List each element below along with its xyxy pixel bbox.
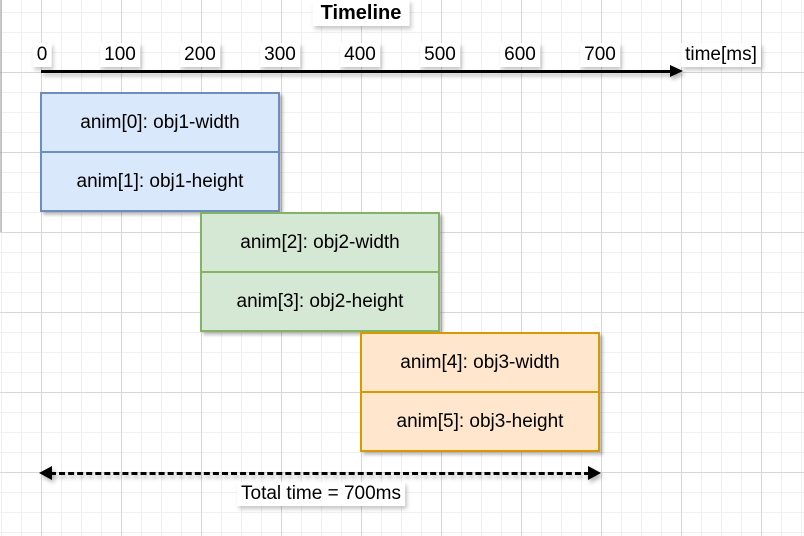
anim-bar-5: anim[5]: obj3-height <box>362 393 598 450</box>
anim-bar-4: anim[4]: obj3-width <box>362 334 598 393</box>
axis-tick-300: 300 <box>260 43 300 67</box>
axis-arrowhead-icon <box>670 65 683 77</box>
anim-bar-1: anim[1]: obj1-height <box>42 153 278 210</box>
axis-tick-400: 400 <box>340 43 380 67</box>
anim-bar-0: anim[0]: obj1-width <box>42 94 278 153</box>
total-time-arrow <box>39 466 601 481</box>
axis-tick-0: 0 <box>32 43 52 67</box>
anim-bar-3: anim[3]: obj2-height <box>202 273 438 330</box>
anim-bar-3-label: anim[3]: obj2-height <box>236 290 404 312</box>
track-obj1: anim[0]: obj1-width anim[1]: obj1-height <box>40 92 280 212</box>
anim-bar-1-label: anim[1]: obj1-height <box>76 170 244 192</box>
axis-tick-700: 700 <box>580 43 620 67</box>
axis-tick-500: 500 <box>420 43 460 67</box>
axis-tick-200: 200 <box>180 43 220 67</box>
diagram-title: Timeline <box>312 0 410 26</box>
axis-tick-600: 600 <box>500 43 540 67</box>
anim-bar-0-label: anim[0]: obj1-width <box>80 111 240 133</box>
track-obj2: anim[2]: obj2-width anim[3]: obj2-height <box>200 212 440 332</box>
axis-unit-label: time[ms] <box>681 43 761 67</box>
axis-tick-100: 100 <box>100 43 140 67</box>
anim-bar-2: anim[2]: obj2-width <box>202 214 438 273</box>
arrowhead-right-icon <box>588 466 601 480</box>
anim-bar-4-label: anim[4]: obj3-width <box>400 351 560 373</box>
anim-bar-2-label: anim[2]: obj2-width <box>240 231 400 253</box>
canvas-left-edge <box>0 0 2 232</box>
arrowhead-left-icon <box>39 466 52 480</box>
anim-bar-5-label: anim[5]: obj3-height <box>396 410 564 432</box>
total-time-label: Total time = 700ms <box>237 482 405 506</box>
track-obj3: anim[4]: obj3-width anim[5]: obj3-height <box>360 332 600 452</box>
dashed-line <box>50 472 590 475</box>
axis-arrow-line <box>41 65 683 77</box>
